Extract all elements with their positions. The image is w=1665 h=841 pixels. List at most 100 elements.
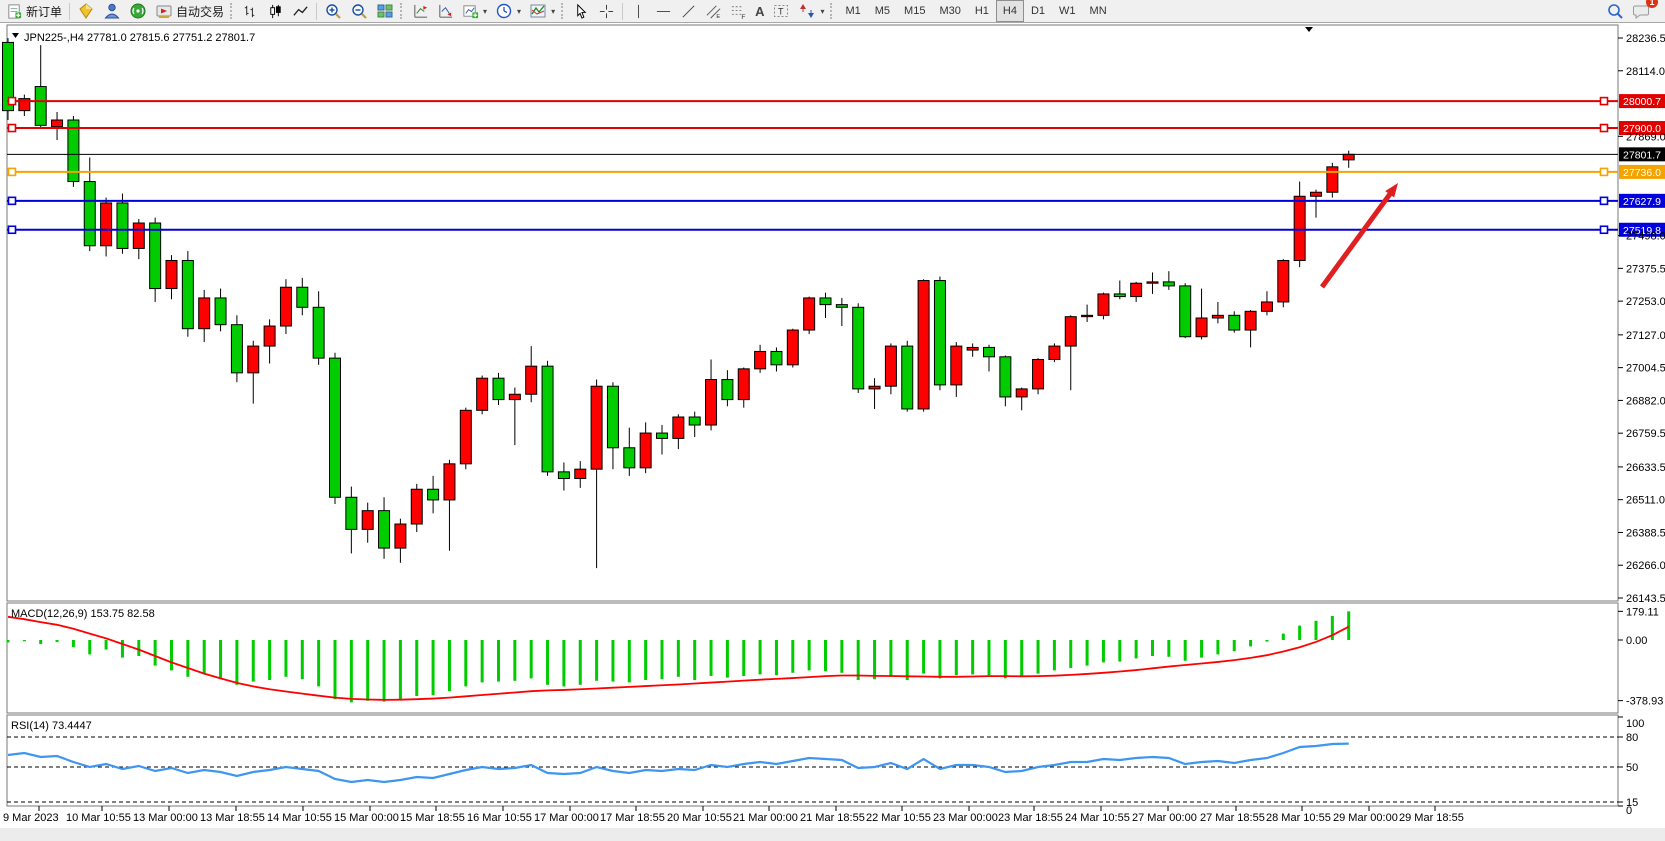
toolbar-grip[interactable] (830, 3, 834, 19)
macd-indicator: 179.11 0.00 -378.93 MACD(12,26,9) 153.75 82… (6, 606, 1663, 708)
periods-button[interactable]: ▾ (491, 0, 525, 23)
toolbar-separator (316, 2, 318, 20)
notifications-button[interactable]: 1 (1628, 0, 1658, 23)
chart-title-text: JPN225-,H4 27781.0 27815.6 27751.2 27801… (24, 32, 255, 44)
text-tool-icon: A (755, 3, 765, 19)
line-chart-button[interactable] (288, 0, 313, 23)
cursor-tool-button[interactable] (569, 0, 594, 23)
signals-button[interactable] (125, 0, 151, 23)
timeframe-H1[interactable]: H1 (974, 5, 989, 17)
trendline-tool-button[interactable] (676, 0, 701, 23)
timeframe-group: M1 M5 M15 M30 H1 H4 D1 W1 MN (838, 0, 1113, 22)
hline-handle[interactable] (1599, 196, 1609, 206)
svg-text:13 Mar 00:00: 13 Mar 00:00 (133, 812, 198, 824)
template-chart-icon (530, 4, 546, 18)
toolbar: 新订单 自动交易 (0, 0, 1665, 23)
toolbar-grip[interactable] (230, 3, 234, 19)
auto-scroll-button[interactable] (433, 0, 458, 23)
notification-badge: 1 (1646, 0, 1658, 8)
price-badge-text: 27900.0 (1623, 123, 1661, 135)
toolbar-separator (69, 2, 71, 20)
hline-handle[interactable] (7, 96, 17, 106)
hline-layer[interactable]: 28000.7 27900.0 27801.7 27736.0 27627.9 27519… (7, 94, 1665, 237)
toolbar-grip[interactable] (400, 3, 404, 19)
macd-pane[interactable] (6, 602, 1619, 714)
hline-handle[interactable] (7, 123, 17, 133)
vertical-line-tool-button[interactable] (626, 0, 651, 23)
timeframe-M30[interactable]: M30 (939, 5, 961, 17)
new-order-button[interactable]: 新订单 (2, 0, 66, 23)
svg-text:F: F (741, 14, 745, 20)
text-tool-button[interactable]: A (751, 0, 768, 23)
hline-handle[interactable] (1599, 96, 1609, 106)
trend-arrow[interactable] (1319, 183, 1398, 289)
price-axis[interactable]: 28236.5 28114.0 27869.0 27498.0 27375.5 27253… (1618, 33, 1665, 605)
symbol-dropdown-icon[interactable] (12, 33, 19, 38)
timeframe-H4[interactable]: H4 (995, 0, 1024, 22)
candlestick-chart-button[interactable] (263, 0, 288, 23)
channel-tool-button[interactable]: E (701, 0, 726, 23)
auto-scroll-icon (439, 4, 453, 18)
timeframe-M15[interactable]: M15 (904, 5, 926, 17)
new-chart-button[interactable]: ▾ (458, 0, 491, 23)
svg-text:27869.0: 27869.0 (1626, 131, 1665, 143)
timeframe-W1[interactable]: W1 (1059, 5, 1076, 17)
hline-handle[interactable] (1599, 123, 1609, 133)
hline-handle[interactable] (1599, 167, 1609, 177)
clock-icon (496, 3, 512, 19)
timeframe-M5[interactable]: M5 (874, 5, 891, 17)
svg-text:80: 80 (1626, 732, 1638, 744)
hline-handle[interactable] (1599, 225, 1609, 235)
gold-diamond-icon (79, 3, 93, 19)
svg-text:T: T (778, 7, 784, 17)
svg-text:26388.5: 26388.5 (1626, 527, 1665, 539)
toolbar-grip[interactable] (561, 3, 565, 19)
templates-button[interactable]: ▾ (525, 0, 559, 23)
timeframe-MN[interactable]: MN (1089, 5, 1107, 17)
price-badge (1619, 164, 1665, 179)
tile-windows-button[interactable] (372, 0, 398, 23)
timeframe-D1[interactable]: D1 (1030, 5, 1046, 17)
chart-canvas[interactable]: 28000.7 27900.0 27801.7 27736.0 27627.9 27519… (0, 23, 1665, 841)
svg-text:17 Mar 18:55: 17 Mar 18:55 (600, 812, 665, 824)
price-badge-text: 28000.7 (1623, 96, 1661, 108)
autotrading-button[interactable]: 自动交易 (151, 0, 228, 23)
vertical-line-icon (638, 4, 640, 18)
svg-text:0.00: 0.00 (1626, 635, 1647, 647)
bar-chart-button[interactable] (238, 0, 263, 23)
time-axis[interactable]: 9 Mar 2023 10 Mar 10:55 13 Mar 00:00 13 Mar… (3, 806, 1464, 824)
hline-handle[interactable] (7, 196, 17, 206)
svg-text:16 Mar 10:55: 16 Mar 10:55 (467, 812, 532, 824)
candlestick-layer[interactable] (2, 38, 1355, 569)
zoom-out-button[interactable] (346, 0, 372, 23)
chart-shift-button[interactable] (408, 0, 433, 23)
price-badge-text: 27736.0 (1623, 167, 1661, 179)
accounts-button[interactable] (99, 0, 125, 23)
autotrading-label: 自动交易 (176, 4, 225, 19)
search-button[interactable] (1602, 0, 1628, 23)
text-label-tool-button[interactable]: T (768, 0, 794, 23)
text-label-icon: T (774, 5, 789, 17)
timeframe-M1[interactable]: M1 (845, 5, 861, 17)
rsi-pane[interactable] (6, 714, 1619, 807)
toolbar-separator (622, 2, 624, 20)
dropdown-caret: ▾ (517, 6, 522, 16)
price-badge-text: 27801.7 (1623, 149, 1661, 161)
chart-shift-marker[interactable] (1305, 27, 1313, 32)
price-badge (1619, 94, 1665, 109)
price-badge-text: 27519.8 (1623, 225, 1661, 237)
horizontal-line-tool-button[interactable] (651, 0, 676, 23)
hline-handle[interactable] (7, 167, 17, 177)
svg-text:9 Mar 2023: 9 Mar 2023 (3, 812, 59, 824)
crosshair-tool-button[interactable] (594, 0, 619, 23)
zoom-in-button[interactable] (320, 0, 346, 23)
rsi-label: RSI(14) 73.4447 (11, 720, 92, 732)
arrows-tool-button[interactable]: ▾ (794, 0, 828, 23)
hline-handle[interactable] (7, 225, 17, 235)
new-chart-icon (463, 4, 479, 18)
svg-text:26511.0: 26511.0 (1626, 495, 1665, 507)
macd-signal-line (7, 615, 1350, 701)
fibonacci-tool-button[interactable]: F (726, 0, 751, 23)
market-watch-button[interactable] (73, 0, 99, 23)
svg-text:28236.5: 28236.5 (1626, 33, 1665, 45)
